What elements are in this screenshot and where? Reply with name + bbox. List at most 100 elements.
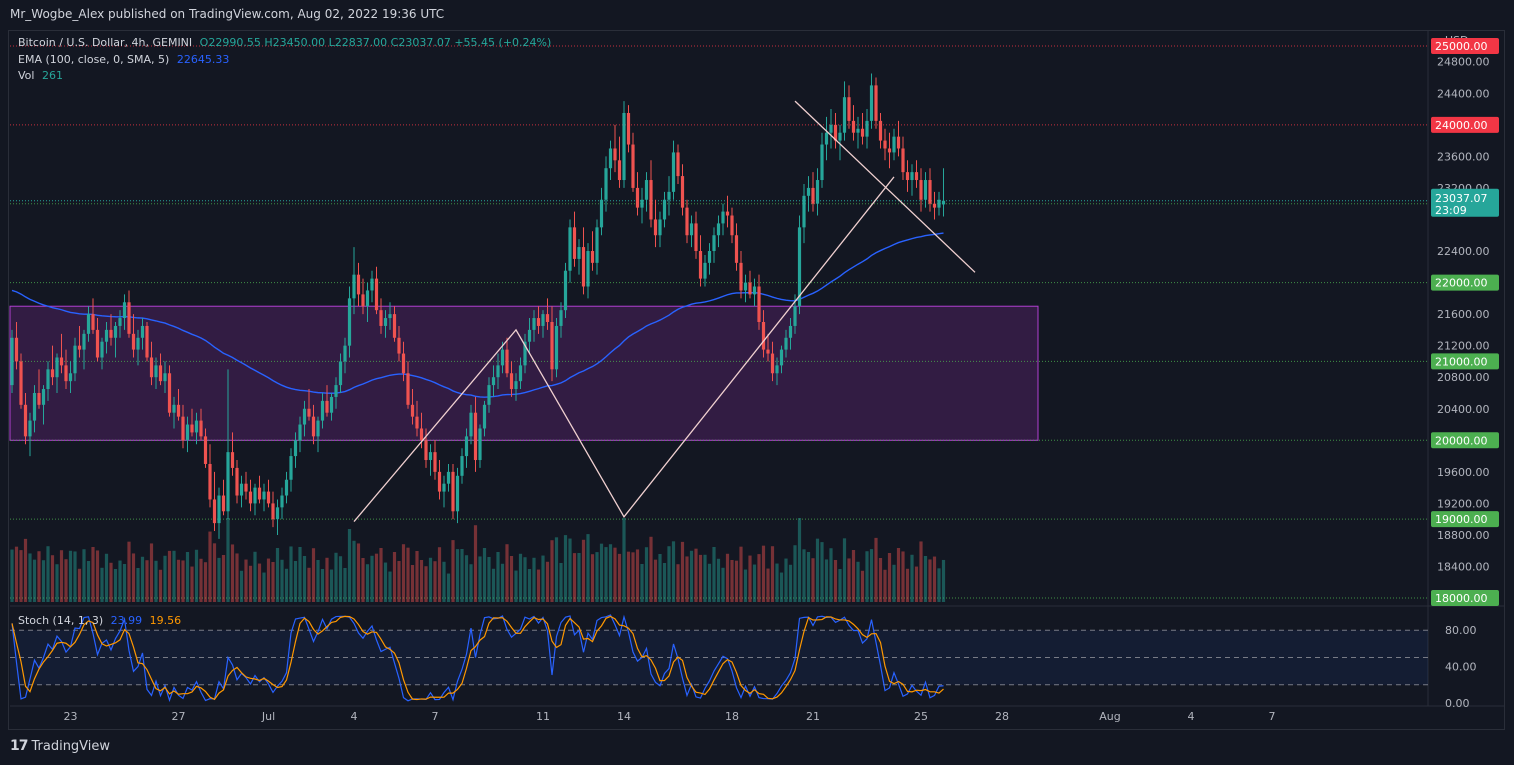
candle-body <box>460 456 464 476</box>
candle-body <box>595 227 599 263</box>
volume-bar <box>712 547 716 602</box>
candle-body <box>235 467 239 496</box>
ema-legend[interactable]: EMA (100, close, 0, SMA, 5) 22645.33 <box>18 53 229 66</box>
candle <box>46 361 50 401</box>
volume-bar <box>626 551 631 602</box>
candle <box>365 282 370 322</box>
bar-countdown-label: 23:09 <box>1435 204 1467 217</box>
volume-bar <box>554 537 559 602</box>
candle <box>37 369 41 409</box>
volume-bar <box>370 555 374 602</box>
volume-bar <box>608 544 613 602</box>
candle-body <box>568 227 572 271</box>
level-label: 20000.00 <box>1435 434 1488 447</box>
candle-body <box>68 373 73 382</box>
volume-bar <box>793 545 797 602</box>
candle <box>775 357 779 386</box>
candle-body <box>370 278 374 291</box>
symbol-title[interactable]: Bitcoin / U.S. Dollar, 4h, GEMINI <box>18 36 193 49</box>
stoch-legend[interactable]: Stoch (14, 1, 3) 23.99 19.56 <box>18 614 181 627</box>
candle <box>725 195 730 228</box>
level-label: 24000.00 <box>1435 119 1488 132</box>
candle <box>383 310 388 338</box>
candle-body <box>307 408 311 417</box>
candle-body <box>653 219 658 236</box>
candle-body <box>541 314 545 326</box>
candle-body <box>392 314 397 338</box>
candle <box>181 404 185 449</box>
volume-bar <box>298 547 302 602</box>
volume-bar <box>851 550 856 602</box>
candle-body <box>167 373 172 413</box>
volume-bar <box>406 547 410 602</box>
candle-body <box>203 436 208 464</box>
volume-bar <box>901 551 905 602</box>
candle <box>676 144 680 184</box>
candle-body <box>23 404 28 437</box>
candle <box>802 183 806 244</box>
price-axis-tick: 20800.00 <box>1437 371 1490 384</box>
volume-bar <box>284 568 289 602</box>
volume-bar <box>865 551 869 602</box>
price-axis-tick: 23600.00 <box>1437 150 1490 163</box>
candle <box>455 467 460 524</box>
candle-body <box>775 365 779 374</box>
volume-bar <box>910 554 914 602</box>
candle-body <box>419 428 424 441</box>
candle <box>154 357 158 390</box>
candle-body <box>802 195 806 228</box>
candle <box>721 203 725 236</box>
candle <box>824 116 829 161</box>
candle-body <box>64 365 68 382</box>
candle <box>131 314 136 358</box>
current-price-bg <box>1431 188 1499 217</box>
volume-bar <box>811 558 815 602</box>
candle-body <box>838 132 842 141</box>
volume-legend[interactable]: Vol 261 <box>18 69 63 82</box>
volume-bar <box>770 546 775 602</box>
volume-bar <box>329 569 334 602</box>
volume-bar <box>316 560 320 602</box>
candle <box>122 294 127 330</box>
volume-bar <box>496 552 500 602</box>
stoch-axis-tick: 0.00 <box>1445 697 1470 710</box>
candle-body <box>586 251 590 287</box>
candle <box>838 124 842 161</box>
candle <box>649 160 653 228</box>
volume-bar <box>190 566 194 602</box>
candle-body <box>518 365 523 382</box>
volume-bar <box>185 552 190 602</box>
volume-bar <box>590 554 595 602</box>
candle <box>406 361 410 409</box>
level-label-bg <box>1431 511 1499 528</box>
volume-bar <box>878 558 883 602</box>
candle-body <box>797 227 802 307</box>
candle <box>694 211 698 259</box>
candle <box>883 128 887 161</box>
candle <box>608 140 613 181</box>
candle <box>527 318 532 354</box>
tradingview-brand[interactable]: 17 TradingView <box>10 738 110 754</box>
candle-body <box>685 207 689 236</box>
candle-body <box>559 310 563 326</box>
candle-body <box>118 318 122 326</box>
candle-body <box>869 85 874 121</box>
volume-bar <box>883 569 887 602</box>
volume-bar <box>707 563 712 602</box>
candle <box>833 112 838 149</box>
candle-body <box>856 128 860 133</box>
volume-bar <box>100 567 104 602</box>
candle-body <box>473 412 478 461</box>
candle-body <box>860 128 865 137</box>
volume-bar <box>482 548 487 602</box>
candle <box>842 81 847 141</box>
volume-bar <box>113 569 118 602</box>
candle-body <box>86 314 91 334</box>
volume-bar <box>271 562 275 602</box>
candle-body <box>248 491 253 504</box>
volume-bar <box>163 555 167 602</box>
volume-bar <box>622 518 626 602</box>
candle <box>397 325 401 362</box>
candle-body <box>275 507 280 520</box>
